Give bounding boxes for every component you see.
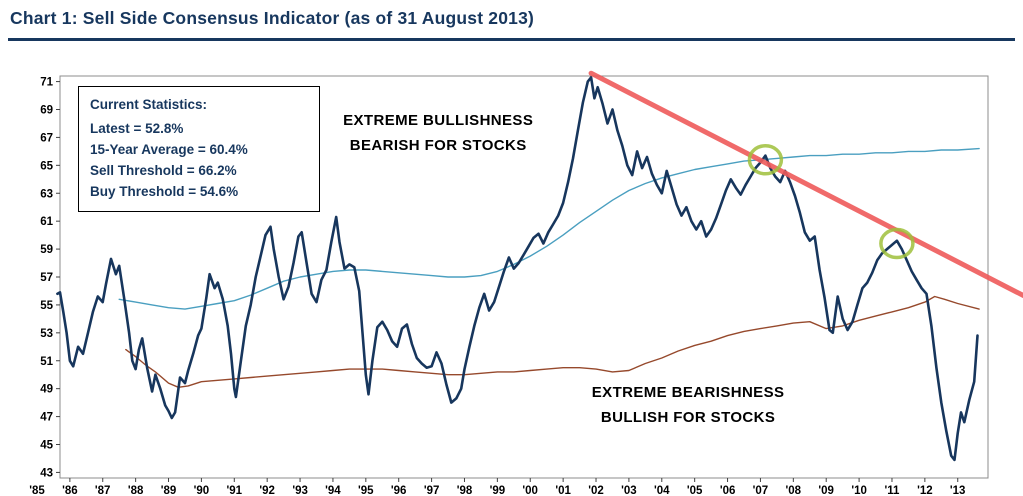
indicator-line bbox=[56, 76, 979, 462]
x-axis-label: '03 bbox=[621, 485, 637, 496]
x-axis-label: '06 bbox=[720, 485, 736, 496]
y-axis-label: 45 bbox=[40, 440, 53, 452]
stats-15yr-average: 15-Year Average = 60.4% bbox=[90, 142, 248, 157]
y-axis-label: 65 bbox=[40, 160, 53, 172]
x-axis-label: '05 bbox=[687, 485, 703, 496]
title-underline-rule bbox=[8, 38, 1015, 41]
y-axis-label: 69 bbox=[40, 105, 53, 117]
stats-buy-threshold: Buy Threshold = 54.6% bbox=[90, 184, 239, 199]
y-axis-label: 43 bbox=[40, 467, 53, 479]
x-axis-label: '92 bbox=[259, 485, 275, 496]
x-axis-label: '86 bbox=[62, 485, 78, 496]
x-axis-label: '11 bbox=[885, 485, 900, 496]
downtrend-line bbox=[588, 70, 1023, 299]
stats-box-title: Current Statistics: bbox=[90, 97, 208, 112]
stats-sell-threshold: Sell Threshold = 66.2% bbox=[90, 163, 237, 178]
x-axis-label: '02 bbox=[588, 485, 604, 496]
y-axis-label: 59 bbox=[40, 244, 53, 256]
x-axis-label: '94 bbox=[325, 485, 341, 496]
x-axis-label: '99 bbox=[490, 485, 506, 496]
x-axis-label: '07 bbox=[753, 485, 769, 496]
y-axis-label: 55 bbox=[40, 300, 53, 312]
y-axis-label: 71 bbox=[40, 77, 53, 89]
x-axis-label: '13 bbox=[950, 485, 966, 496]
x-axis-label: '00 bbox=[522, 485, 538, 496]
y-axis-label: 67 bbox=[40, 132, 53, 144]
y-axis-label: 61 bbox=[40, 216, 53, 228]
y-axis-label: 47 bbox=[40, 412, 53, 424]
x-axis-label: '04 bbox=[654, 485, 670, 496]
buy-threshold-line bbox=[125, 295, 980, 388]
x-axis-label: '93 bbox=[292, 485, 308, 496]
x-axis-label: '98 bbox=[457, 485, 473, 496]
x-axis-label: '95 bbox=[358, 485, 374, 496]
x-axis-label: '08 bbox=[786, 485, 802, 496]
x-axis-label: '10 bbox=[851, 485, 867, 496]
x-axis-label: '88 bbox=[128, 485, 144, 496]
highlight-2011 bbox=[879, 227, 915, 260]
x-axis-label: '12 bbox=[917, 485, 933, 496]
bearish-note-line1: EXTREME BEARISHNESS bbox=[592, 384, 785, 401]
x-axis-label: '01 bbox=[555, 485, 571, 496]
x-axis-label: '85 bbox=[29, 485, 45, 496]
stats-latest: Latest = 52.8% bbox=[90, 121, 184, 136]
x-axis-label: '09 bbox=[818, 485, 834, 496]
y-axis-label: 57 bbox=[40, 272, 53, 284]
x-axis-label: '89 bbox=[161, 485, 177, 496]
x-axis-label: '91 bbox=[227, 485, 243, 496]
page-title: Chart 1: Sell Side Consensus Indicator (… bbox=[10, 8, 535, 28]
x-axis-label: '97 bbox=[424, 485, 440, 496]
x-axis-label: '96 bbox=[391, 485, 407, 496]
bullish-warning-line1: EXTREME BULLISHNESS bbox=[343, 112, 533, 129]
current-statistics-box: Current Statistics: Latest = 52.8% 15-Ye… bbox=[78, 86, 320, 212]
bullish-warning-line2: BEARISH FOR STOCKS bbox=[350, 137, 527, 154]
y-axis-label: 49 bbox=[40, 384, 53, 396]
x-axis-label: '87 bbox=[95, 485, 111, 496]
bearish-note-line2: BULLISH FOR STOCKS bbox=[601, 409, 775, 426]
x-axis-label: '90 bbox=[194, 485, 210, 496]
y-axis-label: 51 bbox=[40, 356, 53, 368]
y-axis-label: 63 bbox=[40, 188, 53, 200]
highlight-2007 bbox=[747, 144, 784, 176]
sell-threshold-line bbox=[118, 147, 980, 310]
y-axis-label: 53 bbox=[40, 328, 53, 340]
